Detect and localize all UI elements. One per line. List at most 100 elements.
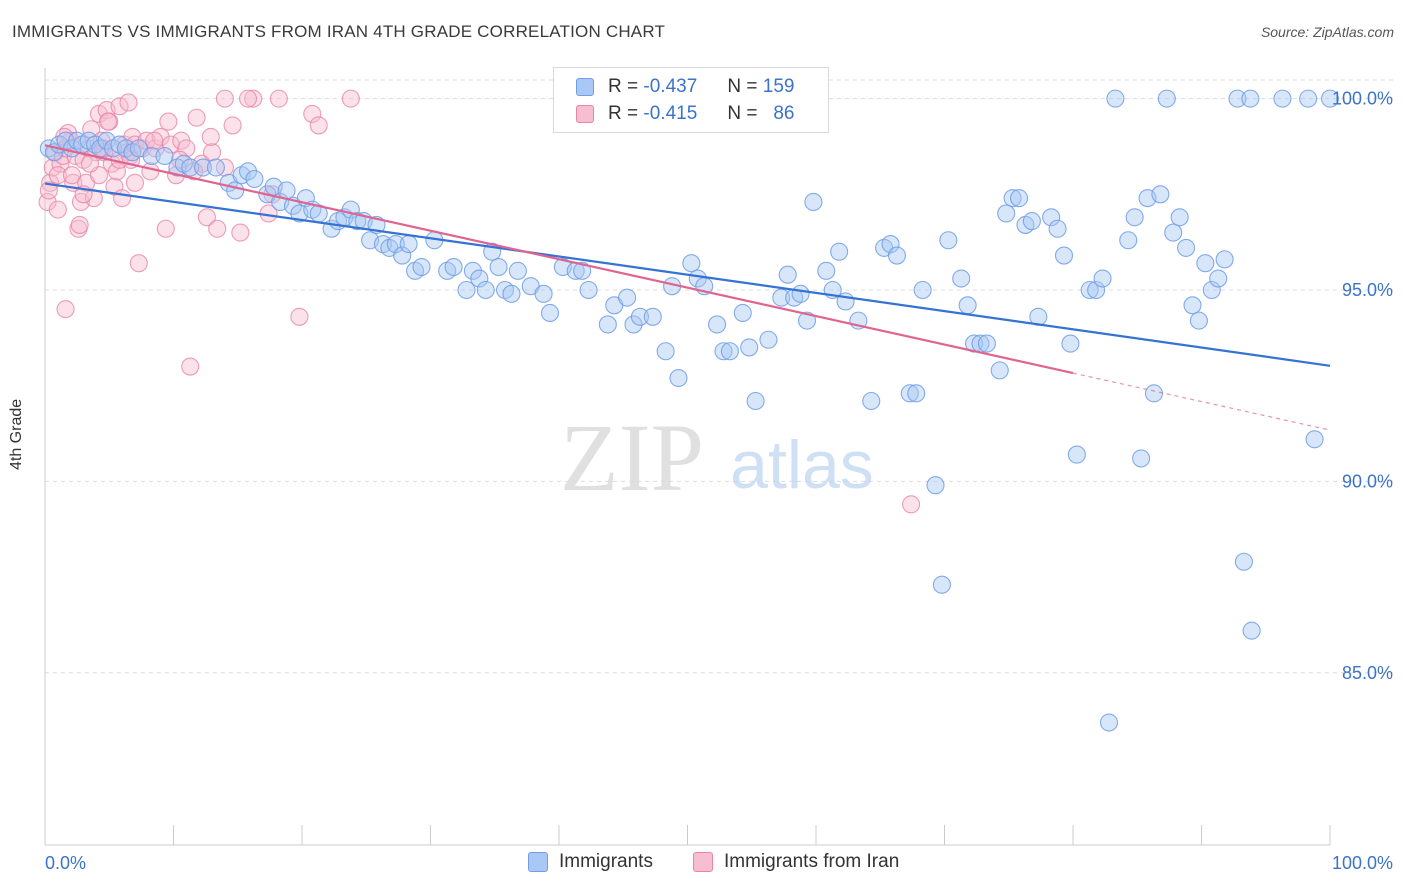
data-point-immigrants	[1215, 250, 1234, 269]
y-tick-label: 100.0%	[1332, 89, 1393, 109]
data-point-immigrants	[194, 158, 213, 177]
data-point-immigrants	[1093, 269, 1112, 288]
data-point-iran	[38, 192, 57, 212]
data-point-iran	[70, 215, 89, 234]
data-point-iran	[56, 300, 75, 319]
data-point-immigrants	[1099, 713, 1119, 732]
data-point-immigrants	[1022, 212, 1041, 231]
data-point-iran	[161, 135, 180, 154]
data-point-immigrants	[1132, 449, 1151, 468]
data-point-iran	[177, 139, 196, 158]
data-point-immigrants	[804, 192, 823, 212]
data-point-immigrants	[1080, 280, 1099, 300]
data-point-immigrants	[598, 315, 617, 334]
data-point-immigrants	[746, 391, 765, 411]
data-point-immigrants	[778, 265, 797, 284]
legend-label-immigrants: Immigrants	[559, 851, 653, 872]
n-value-immigrants: 159	[762, 76, 795, 97]
series-iran-points	[38, 89, 921, 514]
data-point-iran	[187, 108, 206, 127]
data-point-immigrants	[740, 338, 759, 357]
data-point-immigrants	[1061, 334, 1080, 353]
data-point-iran	[215, 89, 234, 108]
data-point-immigrants	[913, 280, 932, 300]
x-tick-label: 0.0%	[45, 853, 86, 873]
data-point-immigrants	[1144, 384, 1164, 403]
data-point-immigrants	[1177, 238, 1196, 257]
tick-labels: 85.0% 90.0% 95.0% 100.0% 0.0% 100.0%	[45, 89, 1393, 873]
correlation-legend: R = -0.437 N = 159 R = -0.415 N = 86	[553, 67, 829, 133]
data-point-immigrants	[862, 391, 881, 411]
source-label: Source: ZipAtlas.com	[1260, 24, 1394, 40]
data-point-immigrants	[238, 162, 258, 181]
data-point-immigrants	[386, 235, 405, 254]
data-point-iran	[269, 89, 288, 108]
data-point-immigrants	[444, 257, 463, 277]
data-point-iran	[41, 173, 60, 192]
data-point-immigrants	[1125, 208, 1144, 227]
data-point-immigrants	[907, 384, 926, 403]
data-point-immigrants	[1183, 296, 1202, 315]
data-point-iran	[203, 143, 222, 162]
data-point-immigrants	[1151, 185, 1170, 204]
x-tick-label: 100.0%	[1332, 853, 1393, 873]
data-point-immigrants	[990, 361, 1009, 380]
trend-line-iran	[44, 144, 1074, 375]
data-point-iran	[231, 223, 250, 242]
data-point-immigrants	[952, 269, 971, 288]
data-point-immigrants	[630, 307, 650, 326]
legend-swatch-pink	[576, 105, 594, 123]
data-point-iran	[290, 307, 309, 326]
data-point-iran	[82, 120, 101, 139]
legend-row-immigrants: R = -0.437 N = 159	[576, 74, 794, 100]
data-point-immigrants	[1299, 89, 1318, 108]
legend-swatch-blue	[528, 852, 548, 872]
data-point-immigrants	[1157, 89, 1176, 108]
data-point-immigrants	[457, 280, 476, 300]
data-point-iran	[125, 173, 144, 192]
data-point-immigrants	[772, 288, 791, 307]
data-point-immigrants	[412, 257, 431, 277]
data-point-immigrants	[1054, 246, 1074, 265]
data-point-iran	[238, 89, 258, 108]
y-tick-label: 95.0%	[1342, 280, 1393, 300]
data-point-iran	[48, 166, 67, 185]
data-point-immigrants	[618, 288, 637, 307]
data-point-iran	[159, 112, 178, 131]
data-point-iran	[303, 104, 322, 123]
r-label: R =	[608, 76, 639, 97]
data-point-immigrants	[1273, 89, 1292, 108]
legend-swatch-pink	[693, 852, 713, 872]
data-point-immigrants	[714, 342, 733, 361]
data-point-immigrants	[508, 261, 527, 280]
data-point-immigrants	[791, 284, 810, 303]
data-point-immigrants	[1048, 219, 1067, 238]
trend-line-immigrants	[44, 182, 1331, 367]
data-point-immigrants	[1234, 552, 1253, 571]
data-point-immigrants	[958, 296, 977, 315]
data-point-immigrants	[399, 235, 418, 254]
data-point-immigrants	[720, 342, 739, 361]
data-point-iran	[107, 162, 127, 181]
data-point-immigrants	[733, 303, 752, 323]
data-point-immigrants	[1170, 208, 1189, 227]
r-value-iran: -0.415	[643, 103, 698, 124]
data-point-iran	[110, 97, 129, 116]
data-point-immigrants	[1228, 89, 1247, 108]
r-value-immigrants: -0.437	[643, 76, 698, 97]
data-point-iran	[98, 112, 118, 131]
data-point-iran	[197, 208, 216, 227]
legend-item-iran[interactable]: Immigrants from Iran	[693, 851, 899, 873]
data-point-iran	[113, 189, 132, 208]
data-point-immigrants	[656, 342, 675, 361]
data-point-iran	[181, 357, 200, 376]
legend-item-immigrants[interactable]: Immigrants	[528, 851, 653, 873]
data-point-immigrants	[142, 146, 161, 166]
data-point-iran	[141, 162, 160, 181]
data-point-immigrants	[1320, 89, 1340, 108]
data-point-immigrants	[1087, 280, 1106, 300]
data-point-immigrants	[1202, 280, 1221, 300]
data-point-iran	[244, 89, 263, 108]
data-point-immigrants	[759, 330, 778, 349]
data-point-immigrants	[348, 212, 367, 231]
